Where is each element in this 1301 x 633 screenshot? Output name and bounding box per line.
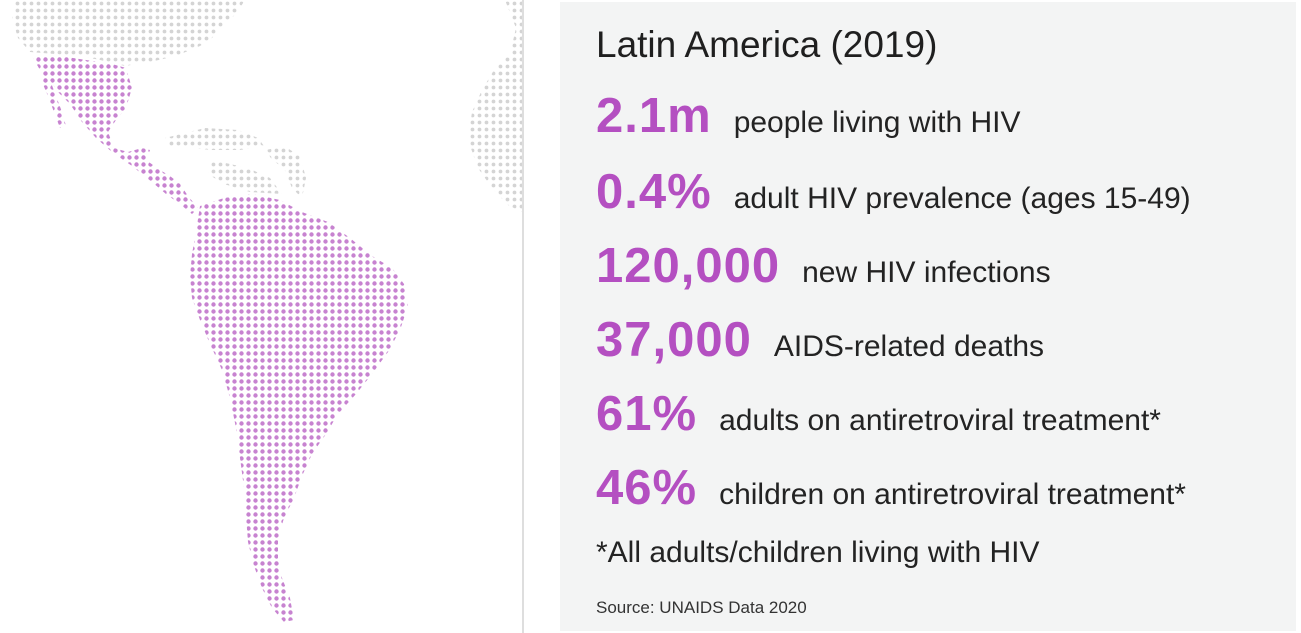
stat-aids-deaths: 37,000 AIDS-related deaths <box>596 312 1044 368</box>
north-america-landmass <box>12 0 245 66</box>
stat-people-living: 2.1m people living with HIV <box>596 88 1021 144</box>
stat-prevalence: 0.4% adult HIV prevalence (ages 15-49) <box>596 164 1191 220</box>
stat-children-art: 46% children on antiretroviral treatment* <box>596 460 1186 516</box>
stat-new-infections: 120,000 new HIV infections <box>596 238 1051 294</box>
europe-africa-landmass <box>468 0 522 212</box>
stat-adults-art: 61% adults on antiretroviral treatment* <box>596 386 1161 442</box>
panel-title: Latin America (2019) <box>596 24 938 65</box>
stat-value: 46% <box>596 461 698 515</box>
source-credit: Source: UNAIDS Data 2020 <box>596 598 807 617</box>
stat-value: 61% <box>596 387 698 441</box>
stat-value: 2.1m <box>596 89 712 143</box>
stat-label: new HIV infections <box>802 256 1051 289</box>
stat-label: children on antiretroviral treatment* <box>719 478 1186 511</box>
stat-label: adult HIV prevalence (ages 15-49) <box>733 182 1191 215</box>
stat-label: AIDS-related deaths <box>773 330 1045 363</box>
stat-value: 37,000 <box>596 313 752 367</box>
stats-panel: Latin America (2019) 2.1m people living w… <box>560 2 1296 631</box>
region-map <box>0 0 522 633</box>
stat-label: people living with HIV <box>733 106 1021 139</box>
stat-label: adults on antiretroviral treatment* <box>719 404 1161 437</box>
south-america <box>190 194 408 622</box>
caribbean-islands-east <box>266 146 306 198</box>
caribbean-islands-south <box>208 160 282 194</box>
footnote: *All adults/children living with HIV <box>596 536 1040 569</box>
baja-california <box>42 70 66 128</box>
mexico-central-america <box>32 56 198 214</box>
dot-map <box>12 0 522 622</box>
stat-value: 0.4% <box>596 165 712 219</box>
caribbean-islands <box>165 128 264 150</box>
stat-value: 120,000 <box>596 239 781 293</box>
panel-divider <box>522 0 524 633</box>
